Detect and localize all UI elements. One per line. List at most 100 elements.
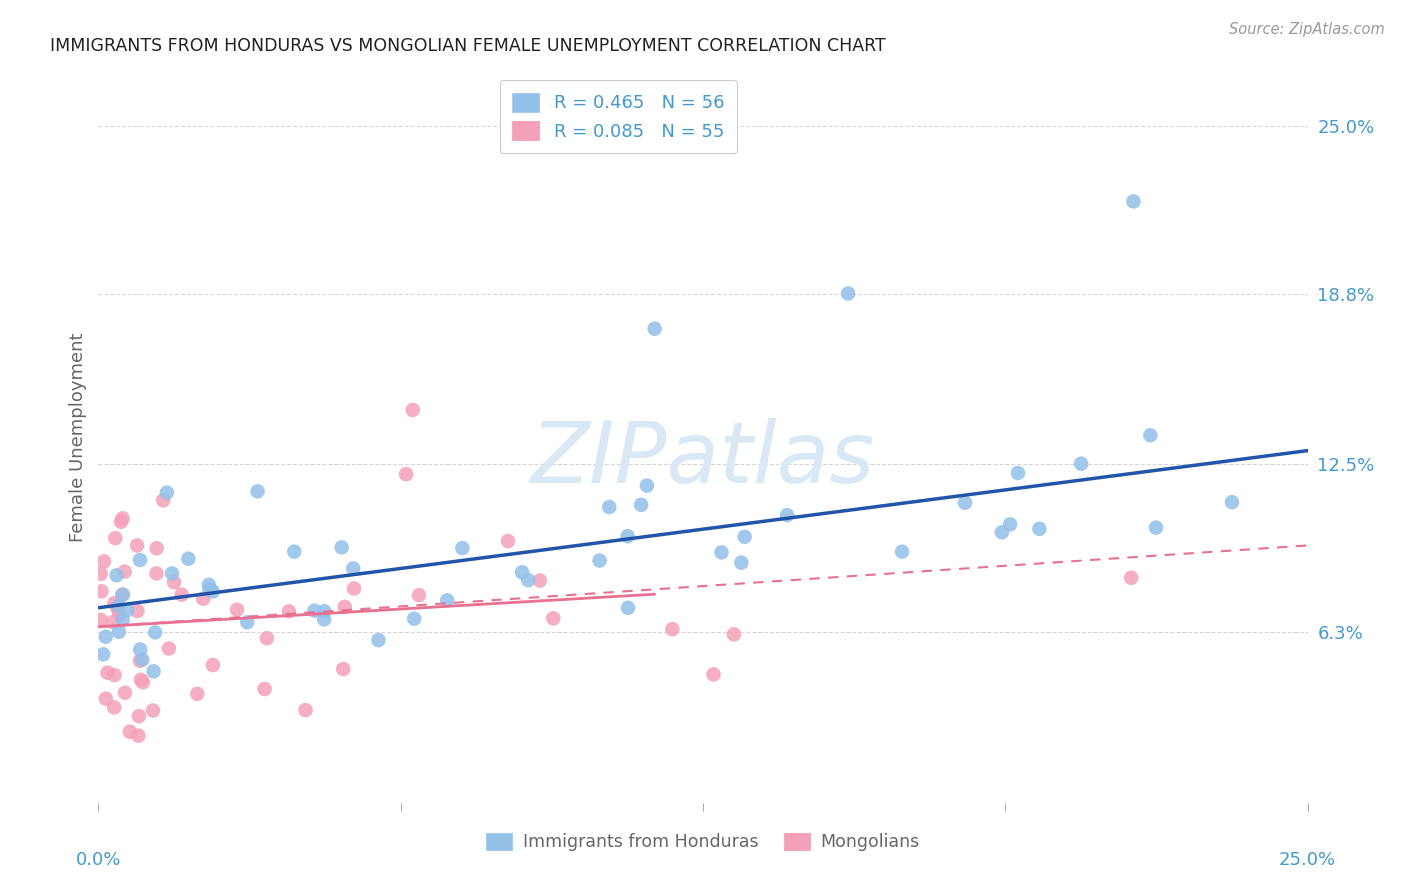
Point <box>170 588 193 602</box>
Point <box>117 603 139 617</box>
Point <box>129 553 152 567</box>
Point <box>661 622 683 636</box>
Point <box>723 627 745 641</box>
Point <box>1144 520 1167 534</box>
Point <box>998 517 1021 532</box>
Point <box>436 593 458 607</box>
Text: ZIPatlas: ZIPatlas <box>531 417 875 500</box>
Point <box>730 556 752 570</box>
Point <box>129 642 152 657</box>
Point <box>837 286 859 301</box>
Point <box>129 673 152 687</box>
Point <box>110 515 132 529</box>
Point <box>94 630 117 644</box>
Text: 25.0%: 25.0% <box>1279 851 1336 870</box>
Point <box>246 484 269 499</box>
Point <box>343 582 366 596</box>
Point <box>186 687 208 701</box>
Point <box>105 599 128 614</box>
Point <box>330 541 353 555</box>
Point <box>1121 571 1143 585</box>
Point <box>94 691 117 706</box>
Point <box>314 604 336 618</box>
Point <box>710 545 733 559</box>
Point <box>191 591 214 606</box>
Point <box>111 613 134 627</box>
Point <box>517 573 540 587</box>
Point <box>114 686 136 700</box>
Point <box>129 654 152 668</box>
Point <box>142 704 165 718</box>
Point <box>333 599 356 614</box>
Point <box>105 568 128 582</box>
Point <box>114 565 136 579</box>
Point <box>111 511 134 525</box>
Point <box>156 485 179 500</box>
Point <box>90 613 112 627</box>
Point <box>891 544 914 558</box>
Point <box>616 529 638 543</box>
Text: IMMIGRANTS FROM HONDURAS VS MONGOLIAN FEMALE UNEMPLOYMENT CORRELATION CHART: IMMIGRANTS FROM HONDURAS VS MONGOLIAN FE… <box>51 37 886 54</box>
Point <box>630 498 652 512</box>
Legend: Immigrants from Honduras, Mongolians: Immigrants from Honduras, Mongolians <box>478 824 928 860</box>
Point <box>103 596 125 610</box>
Point <box>1007 466 1029 480</box>
Point <box>104 531 127 545</box>
Point <box>510 566 533 580</box>
Point <box>198 582 221 596</box>
Point <box>402 403 425 417</box>
Point <box>1220 495 1243 509</box>
Point <box>127 729 149 743</box>
Point <box>132 675 155 690</box>
Point <box>177 551 200 566</box>
Point <box>991 525 1014 540</box>
Point <box>734 530 756 544</box>
Point <box>118 724 141 739</box>
Point <box>304 604 326 618</box>
Point <box>163 575 186 590</box>
Point <box>451 541 474 555</box>
Point <box>111 588 134 602</box>
Point <box>201 658 224 673</box>
Point <box>953 496 976 510</box>
Point <box>776 508 799 523</box>
Point <box>294 703 316 717</box>
Point <box>529 574 551 588</box>
Point <box>145 541 167 556</box>
Text: Source: ZipAtlas.com: Source: ZipAtlas.com <box>1229 22 1385 37</box>
Point <box>108 599 131 613</box>
Point <box>111 588 134 602</box>
Point <box>201 584 224 599</box>
Point <box>395 467 418 482</box>
Point <box>101 615 124 629</box>
Point <box>108 624 131 639</box>
Point <box>93 554 115 568</box>
Point <box>253 681 276 696</box>
Point <box>226 603 249 617</box>
Point <box>152 493 174 508</box>
Point <box>131 653 153 667</box>
Point <box>496 534 519 549</box>
Point <box>283 544 305 558</box>
Point <box>1028 522 1050 536</box>
Point <box>408 588 430 602</box>
Point <box>90 566 112 581</box>
Point <box>236 615 259 630</box>
Point <box>107 602 129 616</box>
Point <box>103 700 125 714</box>
Point <box>314 612 336 626</box>
Point <box>198 578 221 592</box>
Point <box>1139 428 1161 442</box>
Point <box>127 538 149 552</box>
Y-axis label: Female Unemployment: Female Unemployment <box>69 333 87 541</box>
Point <box>90 584 112 599</box>
Point <box>702 667 724 681</box>
Point <box>128 709 150 723</box>
Point <box>108 607 131 622</box>
Point <box>342 561 364 575</box>
Point <box>103 668 125 682</box>
Point <box>160 566 183 581</box>
Point <box>277 604 299 618</box>
Point <box>404 612 426 626</box>
Point <box>332 662 354 676</box>
